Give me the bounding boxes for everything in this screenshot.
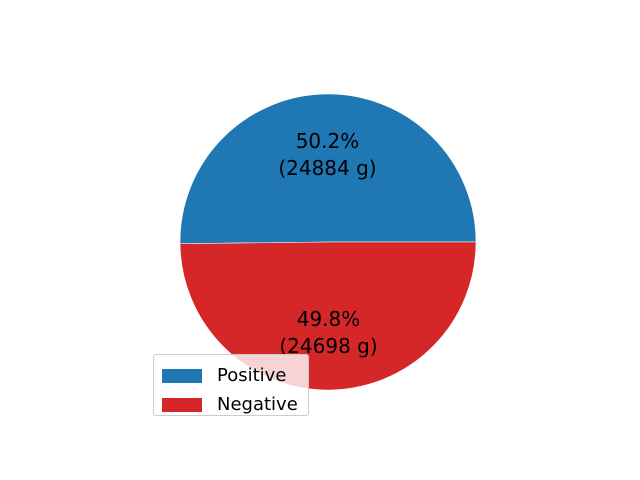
slice-percent-label: 50.2% <box>296 129 360 153</box>
pie-slice-negative <box>179 241 477 391</box>
legend-item-negative: Negative <box>162 390 308 419</box>
slice-percent-label: 49.8% <box>297 307 361 331</box>
slice-label-negative: 49.8% (24698 g) <box>279 307 377 358</box>
legend-item-positive: Positive <box>162 361 308 390</box>
pie-slice-positive <box>179 93 477 245</box>
slice-label-positive: 50.2% (24884 g) <box>278 129 376 180</box>
slice-labels: 50.2% (24884 g) 49.8% (24698 g) <box>278 129 377 358</box>
legend: Positive Negative <box>153 354 309 416</box>
pie-slices <box>179 93 477 391</box>
legend-swatch-positive <box>162 368 202 383</box>
slice-value-label: (24698 g) <box>279 334 377 358</box>
slice-value-label: (24884 g) <box>278 156 376 180</box>
legend-swatch-negative <box>162 397 202 412</box>
legend-label-positive: Positive <box>217 365 287 386</box>
legend-label-negative: Negative <box>217 394 298 415</box>
